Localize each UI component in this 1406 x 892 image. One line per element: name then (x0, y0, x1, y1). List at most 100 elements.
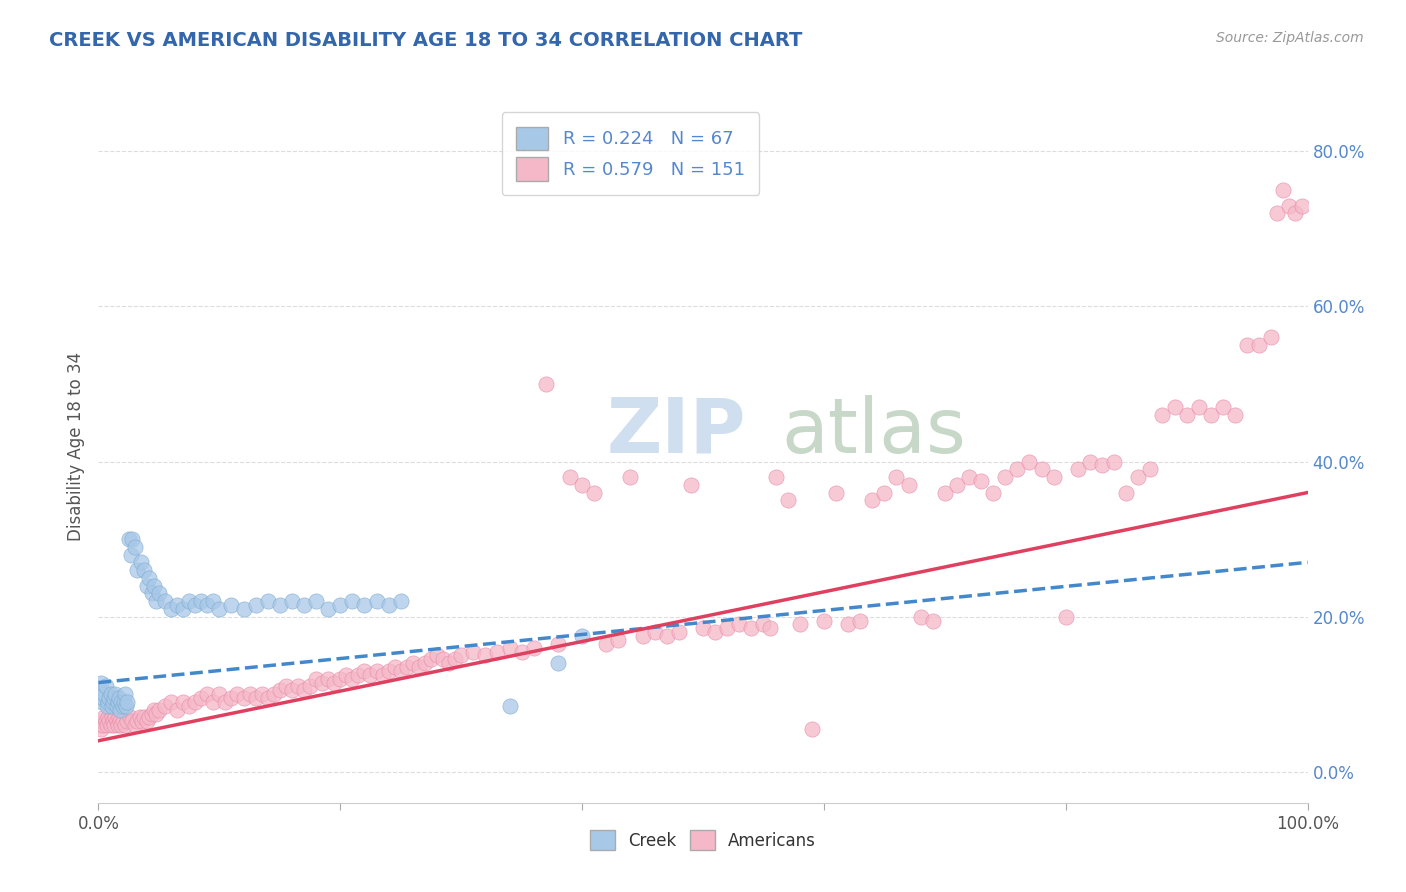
Point (360, 668, 382, 682)
Point (101, 695, 124, 709)
Point (202, 594, 225, 608)
Point (957, 470, 980, 484)
Point (120, 548, 142, 562)
Point (571, 477, 593, 491)
Point (305, 594, 328, 608)
Point (281, 594, 304, 608)
Point (934, 485, 956, 500)
Point (728, 617, 751, 632)
Point (510, 644, 533, 658)
Point (145, 594, 167, 608)
Point (607, 632, 630, 647)
Point (148, 703, 170, 717)
Point (221, 691, 243, 706)
Point (179, 594, 201, 608)
Point (96, 718, 118, 732)
Point (105, 714, 128, 729)
Point (704, 625, 727, 640)
Point (474, 648, 496, 663)
Point (124, 718, 146, 732)
Point (323, 675, 346, 690)
Point (250, 687, 273, 701)
Point (583, 485, 606, 500)
Point (96, 698, 118, 713)
Point (98, 691, 121, 706)
Point (153, 594, 176, 608)
Point (849, 614, 872, 628)
Point (141, 586, 163, 600)
Point (127, 563, 149, 577)
Point (1152, 408, 1174, 422)
Point (256, 594, 278, 608)
Point (1236, 338, 1258, 352)
Point (994, 470, 1017, 484)
Point (631, 629, 654, 643)
Point (166, 598, 188, 612)
Text: atlas: atlas (782, 395, 966, 468)
Point (97, 710, 120, 724)
Point (1260, 330, 1282, 344)
Point (342, 672, 364, 686)
Point (263, 687, 285, 701)
Point (316, 672, 339, 686)
Point (195, 687, 218, 701)
Point (353, 598, 375, 612)
Point (269, 683, 291, 698)
Point (1091, 458, 1114, 473)
Point (90, 722, 112, 736)
Text: Source: ZipAtlas.com: Source: ZipAtlas.com (1216, 31, 1364, 45)
Point (118, 532, 141, 546)
Point (90, 675, 112, 690)
Point (921, 614, 943, 628)
Point (523, 640, 546, 655)
Point (571, 629, 593, 643)
Point (1223, 408, 1246, 422)
Point (1018, 454, 1040, 468)
Point (668, 625, 690, 640)
Point (131, 714, 153, 729)
Point (138, 571, 160, 585)
Point (1115, 485, 1137, 500)
Point (910, 609, 932, 624)
Point (486, 644, 509, 658)
Point (1212, 401, 1234, 415)
Point (89, 718, 111, 732)
Point (89, 683, 111, 698)
Point (740, 621, 762, 635)
Point (1175, 408, 1198, 422)
Point (946, 477, 969, 491)
Point (134, 710, 156, 724)
Point (825, 485, 848, 500)
Point (103, 691, 125, 706)
Point (813, 614, 835, 628)
Point (860, 493, 883, 508)
Legend: Creek, Americans: Creek, Americans (582, 822, 824, 859)
Point (135, 579, 157, 593)
Point (765, 470, 787, 484)
Point (245, 598, 267, 612)
Point (138, 710, 160, 724)
Point (127, 714, 149, 729)
Point (1278, 198, 1301, 212)
Point (195, 598, 218, 612)
Point (281, 683, 304, 698)
Point (141, 706, 163, 721)
Point (292, 598, 315, 612)
Point (111, 714, 134, 729)
Point (98, 714, 121, 729)
Point (1291, 198, 1313, 212)
Point (1031, 462, 1053, 476)
Point (353, 664, 375, 678)
Point (94, 680, 117, 694)
Point (1199, 408, 1222, 422)
Point (347, 668, 370, 682)
Point (1267, 206, 1289, 220)
Point (1078, 454, 1101, 468)
Point (408, 660, 430, 674)
Point (1067, 462, 1090, 476)
Point (269, 598, 291, 612)
Point (91, 714, 114, 729)
Point (93, 710, 115, 724)
Point (100, 718, 122, 732)
Point (108, 703, 131, 717)
